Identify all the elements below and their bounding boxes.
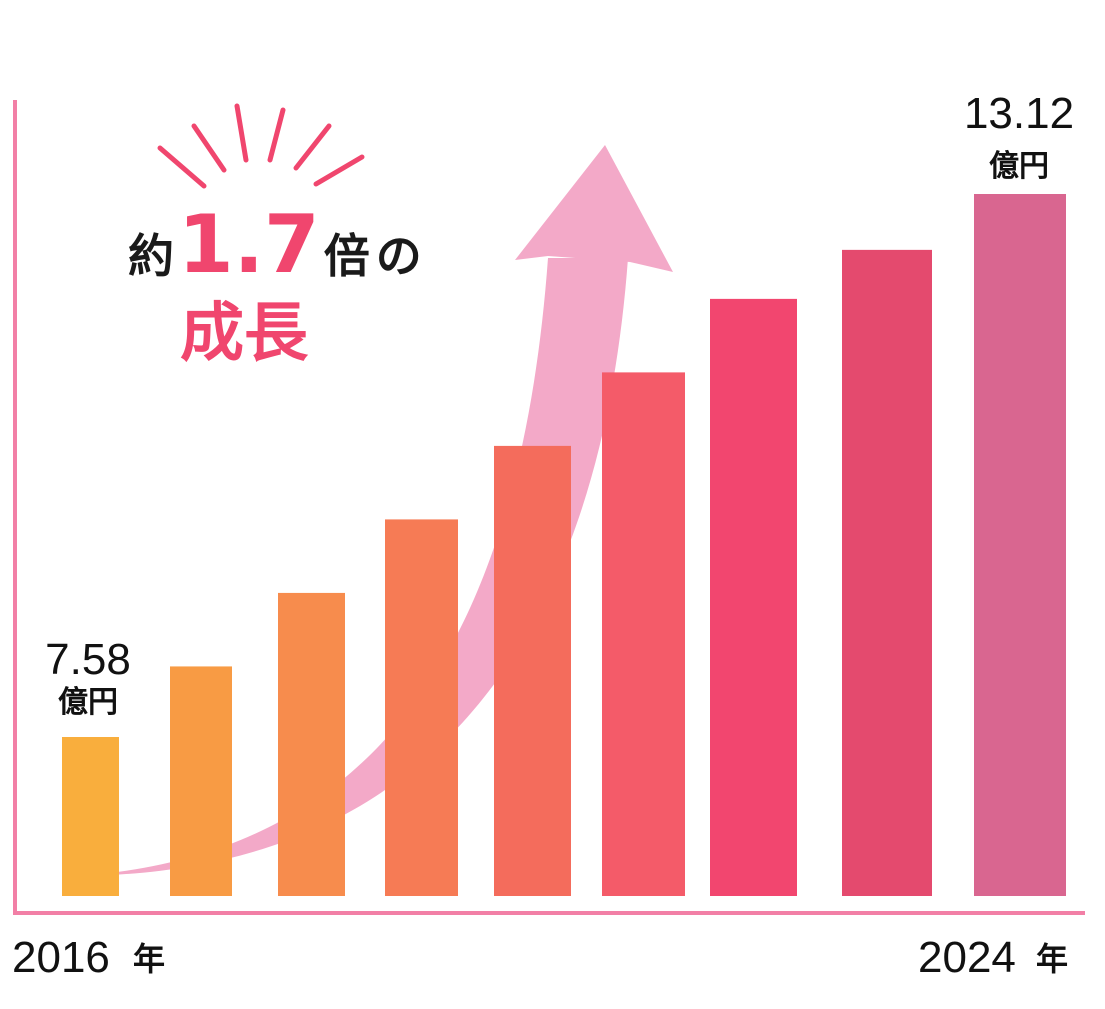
callout-line2: 成長	[180, 297, 309, 371]
bar-0	[62, 737, 119, 896]
bar-7	[842, 249, 932, 896]
last-value-unit: 億円	[989, 149, 1049, 184]
callout-prefix: 約	[128, 229, 174, 283]
bar-8	[974, 194, 1066, 896]
bar-3	[385, 519, 458, 896]
x-start-label: 2016	[12, 933, 110, 982]
x-start-unit: 年	[133, 940, 165, 978]
bar-1	[170, 666, 232, 896]
bar-2	[278, 592, 345, 896]
x-end-label: 2024	[918, 933, 1016, 982]
bars	[62, 194, 1066, 896]
x-end-unit: 年	[1036, 940, 1068, 978]
burst-icon	[157, 103, 365, 189]
bar-4	[494, 445, 571, 896]
first-value-label: 7.58	[45, 635, 131, 684]
last-value-label: 13.12	[964, 89, 1074, 138]
bar-6	[710, 298, 797, 896]
callout-line1: 約1.7倍の	[128, 198, 422, 291]
callout-number: 1.7	[178, 198, 320, 291]
callout-suffix: の	[376, 229, 422, 283]
callout-mid: 倍	[324, 229, 370, 283]
bar-5	[602, 372, 685, 896]
first-value-unit: 億円	[58, 685, 118, 720]
